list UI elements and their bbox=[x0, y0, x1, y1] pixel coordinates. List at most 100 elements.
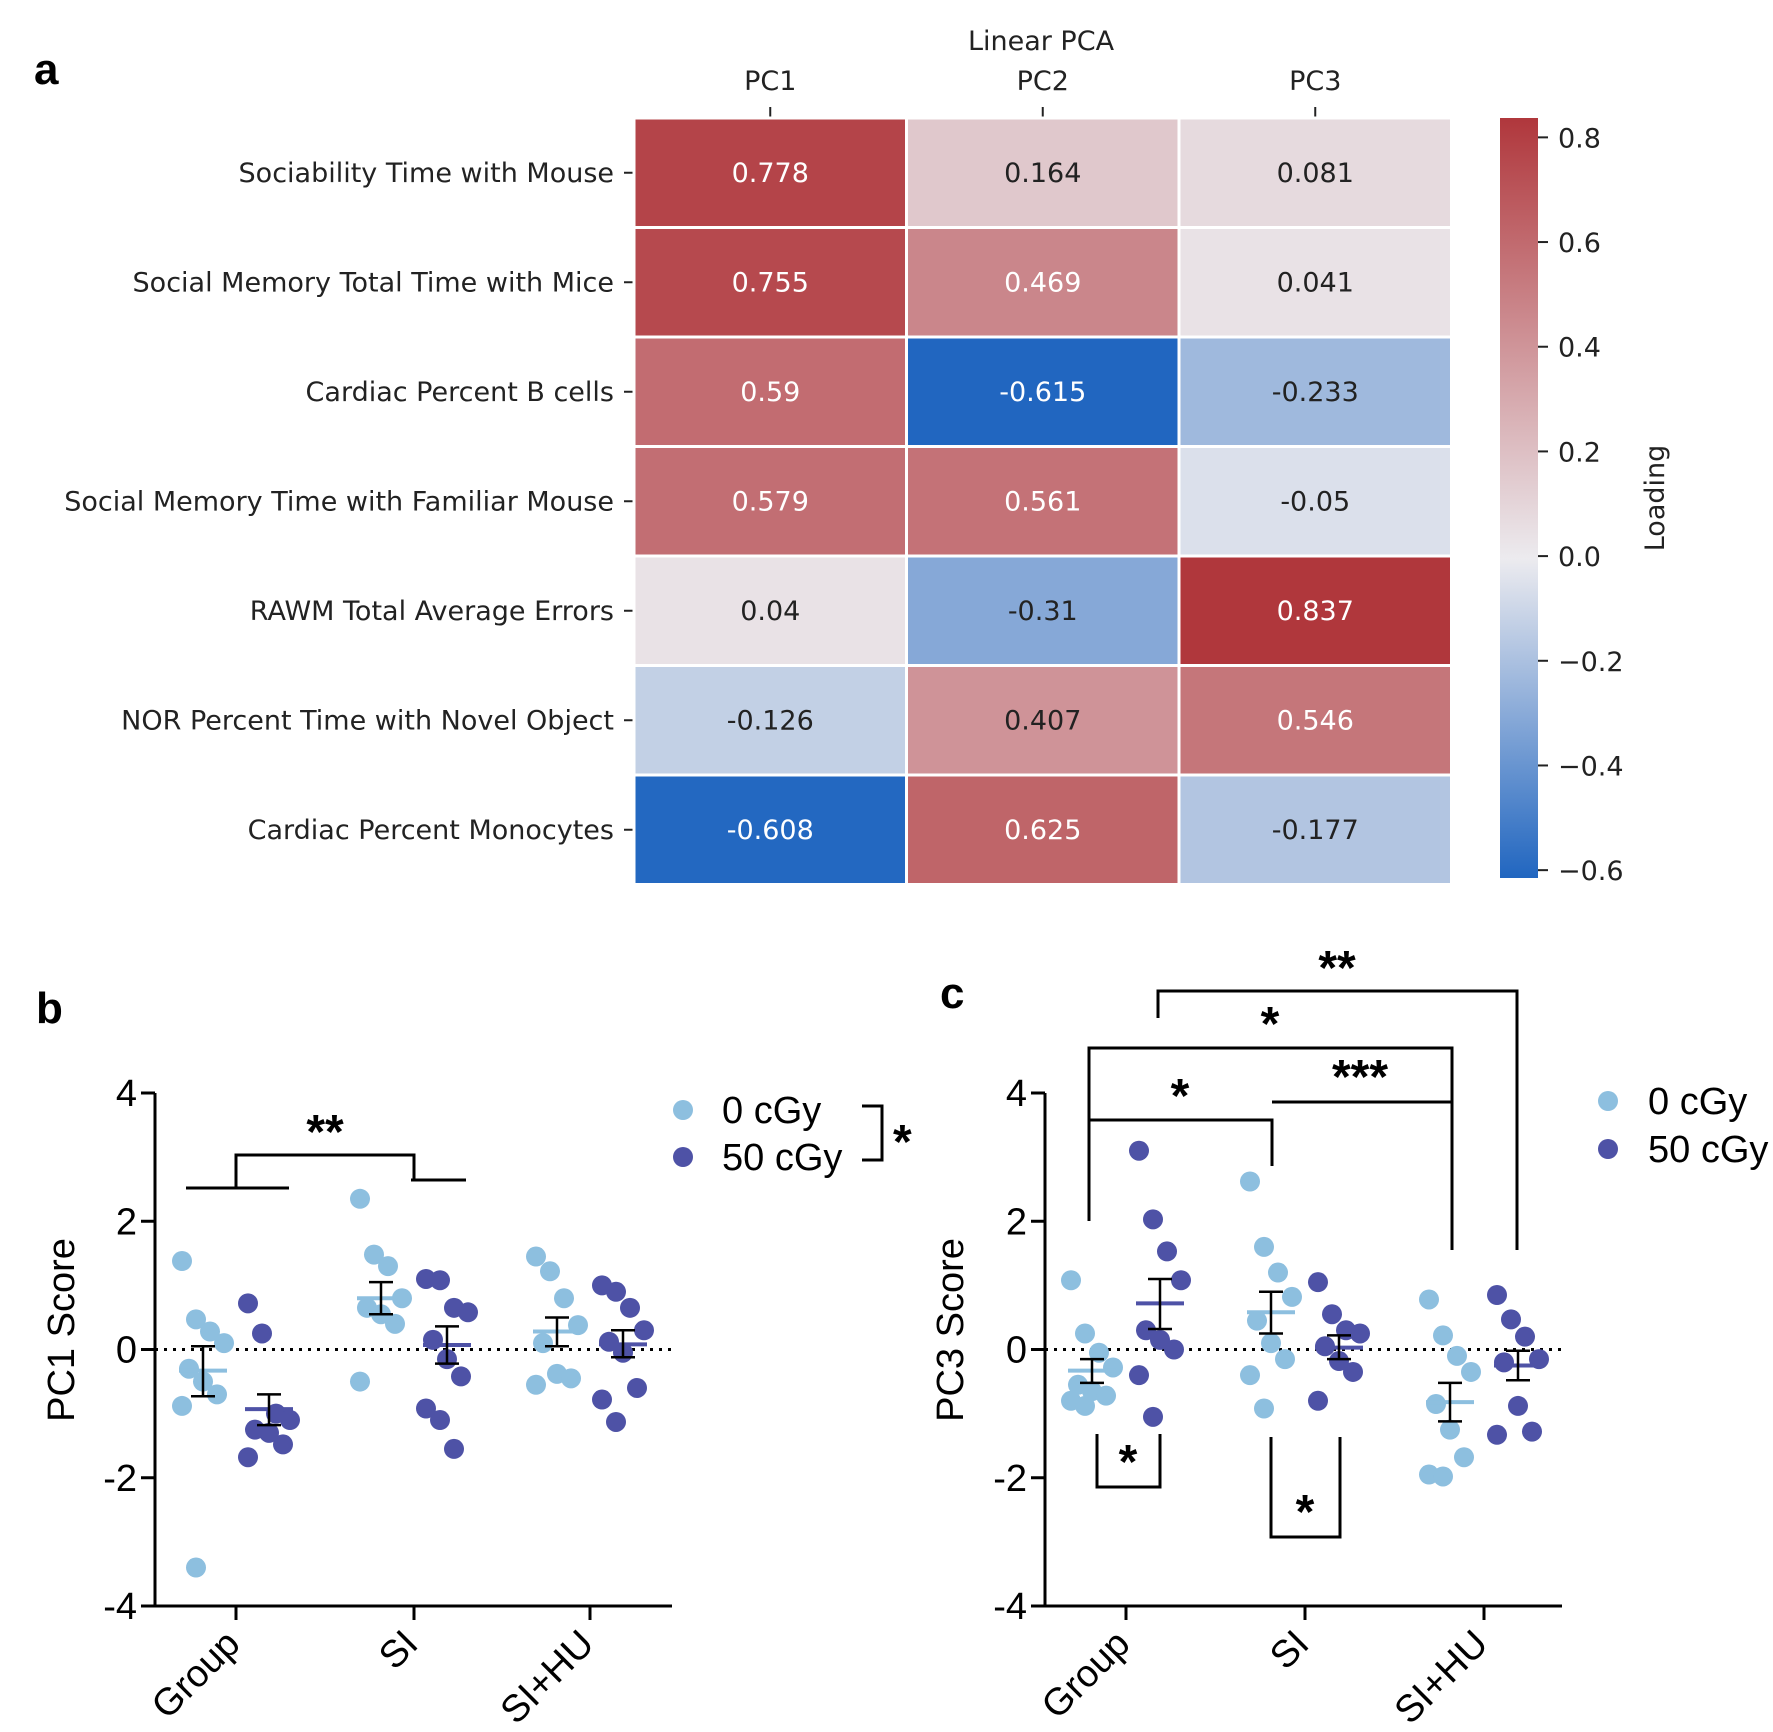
sig-bracket-group-si bbox=[1087, 1118, 1274, 1221]
legend-marker-50cgy bbox=[673, 1147, 693, 1167]
heatmap-row-label: Social Memory Time with Familiar Mouse bbox=[64, 486, 614, 517]
heatmap-cell-value: 0.407 bbox=[1004, 705, 1081, 736]
heatmap-cell bbox=[632, 335, 908, 448]
heatmap-cell-value: 0.04 bbox=[740, 596, 800, 627]
heatmap-panel-a: Linear PCA PC1 PC2 PC3 Sociability Time wi… bbox=[64, 26, 1671, 887]
data-point bbox=[1447, 1345, 1467, 1366]
data-point bbox=[1254, 1236, 1274, 1257]
heatmap-col-label: PC2 bbox=[1017, 66, 1069, 97]
legend-sig-bracket bbox=[862, 1104, 884, 1162]
data-point bbox=[444, 1438, 464, 1459]
sig-label-50cgy-sihu50: ** bbox=[1318, 942, 1356, 995]
data-point bbox=[1487, 1424, 1507, 1445]
x-tick-label: SI+HU bbox=[493, 1623, 603, 1732]
data-point bbox=[1129, 1140, 1149, 1161]
y-tick-label: 2 bbox=[116, 1201, 137, 1243]
y-tick-label: -2 bbox=[103, 1458, 137, 1500]
heatmap-row-label: Social Memory Total Time with Mice bbox=[133, 267, 614, 298]
y-tick-label: 2 bbox=[1006, 1201, 1027, 1243]
data-point bbox=[1487, 1284, 1507, 1305]
data-point bbox=[1461, 1361, 1481, 1382]
y-tick-label: -4 bbox=[993, 1586, 1027, 1628]
heatmap-cell bbox=[632, 226, 908, 339]
data-point bbox=[430, 1410, 450, 1431]
data-point bbox=[1308, 1272, 1328, 1293]
data-point bbox=[252, 1323, 272, 1344]
x-tick-label: SI+HU bbox=[1387, 1623, 1497, 1732]
heatmap-cell-value: 0.041 bbox=[1277, 267, 1354, 298]
data-point bbox=[1501, 1309, 1521, 1330]
heatmap-cell bbox=[905, 116, 1181, 229]
data-point bbox=[1433, 1325, 1453, 1346]
legend-label-0cgy: 0 cGy bbox=[722, 1090, 821, 1132]
heatmap-row-label: RAWM Total Average Errors bbox=[250, 596, 614, 627]
data-point bbox=[364, 1244, 384, 1265]
heatmap-cell-value: -0.126 bbox=[727, 705, 814, 736]
data-point bbox=[1075, 1323, 1095, 1344]
data-point bbox=[186, 1557, 206, 1578]
colorbar-tick-label: 0.2 bbox=[1558, 437, 1601, 468]
heatmap-cell bbox=[1177, 226, 1453, 339]
data-point bbox=[561, 1368, 581, 1389]
data-point bbox=[1275, 1349, 1295, 1370]
heatmap-row-label: Cardiac Percent Monocytes bbox=[248, 815, 614, 846]
sig-bracket-50cgy-sihu50 bbox=[1156, 989, 1519, 1250]
data-point bbox=[1143, 1209, 1163, 1230]
data-point bbox=[540, 1261, 560, 1282]
data-point bbox=[350, 1371, 370, 1392]
data-point bbox=[1261, 1333, 1281, 1354]
data-point bbox=[1240, 1365, 1260, 1386]
data-point bbox=[1096, 1385, 1116, 1406]
heatmap-cell-value: -0.233 bbox=[1272, 377, 1359, 408]
panel-letter-b: b bbox=[36, 984, 63, 1033]
sig-label-si-sihu: *** bbox=[1332, 1051, 1388, 1104]
panel-b-ylabel: PC1 Score bbox=[41, 1238, 83, 1422]
sig-bracket-group-sihu bbox=[1087, 1046, 1454, 1120]
x-tick-label: Group bbox=[144, 1623, 248, 1727]
heatmap-cell bbox=[1177, 335, 1453, 448]
x-tick-label: SI bbox=[1262, 1623, 1317, 1678]
data-point bbox=[207, 1384, 227, 1405]
data-point bbox=[1329, 1351, 1349, 1372]
heatmap-cell-value: -0.177 bbox=[1272, 815, 1359, 846]
panel-c-ylabel: PC3 Score bbox=[930, 1238, 972, 1422]
y-tick-label: -2 bbox=[993, 1458, 1027, 1500]
panel-letter-c: c bbox=[940, 969, 964, 1018]
data-point bbox=[1322, 1304, 1342, 1325]
data-point bbox=[1129, 1365, 1149, 1386]
x-tick-label: Group bbox=[1034, 1623, 1138, 1727]
colorbar-tick-label: −0.4 bbox=[1558, 751, 1624, 782]
legend-marker-50cgy-c bbox=[1598, 1139, 1618, 1159]
data-point bbox=[1061, 1270, 1081, 1291]
heatmap-cell bbox=[1177, 664, 1453, 777]
legend-marker-0cgy bbox=[673, 1100, 693, 1120]
colorbar bbox=[1500, 118, 1538, 878]
data-point bbox=[620, 1297, 640, 1318]
heatmap-cell-value: 0.837 bbox=[1277, 596, 1354, 627]
data-point bbox=[458, 1302, 478, 1323]
data-point bbox=[172, 1251, 192, 1272]
data-point bbox=[416, 1398, 436, 1419]
legend-label-50cgy-c: 50 cGy bbox=[1648, 1129, 1768, 1171]
sig-bracket-si-inner bbox=[1269, 1437, 1342, 1539]
sig-label-group-si: ** bbox=[306, 1106, 344, 1159]
panel-letter-a: a bbox=[34, 45, 59, 94]
data-point bbox=[430, 1270, 450, 1291]
data-point bbox=[1454, 1447, 1474, 1468]
data-point bbox=[1240, 1171, 1260, 1192]
sig-label-group-sihu: * bbox=[1261, 998, 1280, 1051]
heatmap-cell bbox=[632, 664, 908, 777]
data-point bbox=[350, 1188, 370, 1209]
data-point bbox=[1136, 1320, 1156, 1341]
heatmap-col-label: PC3 bbox=[1289, 66, 1341, 97]
y-tick-label: 0 bbox=[1006, 1330, 1027, 1372]
heatmap-cell-value: 0.59 bbox=[740, 377, 800, 408]
heatmap-row-label: NOR Percent Time with Novel Object bbox=[121, 705, 614, 736]
heatmap-cell-value: 0.561 bbox=[1004, 486, 1081, 517]
legend-sig-star: * bbox=[893, 1116, 912, 1169]
data-point bbox=[526, 1374, 546, 1395]
data-point bbox=[554, 1288, 574, 1309]
sig-label-si-inner: * bbox=[1296, 1486, 1315, 1539]
